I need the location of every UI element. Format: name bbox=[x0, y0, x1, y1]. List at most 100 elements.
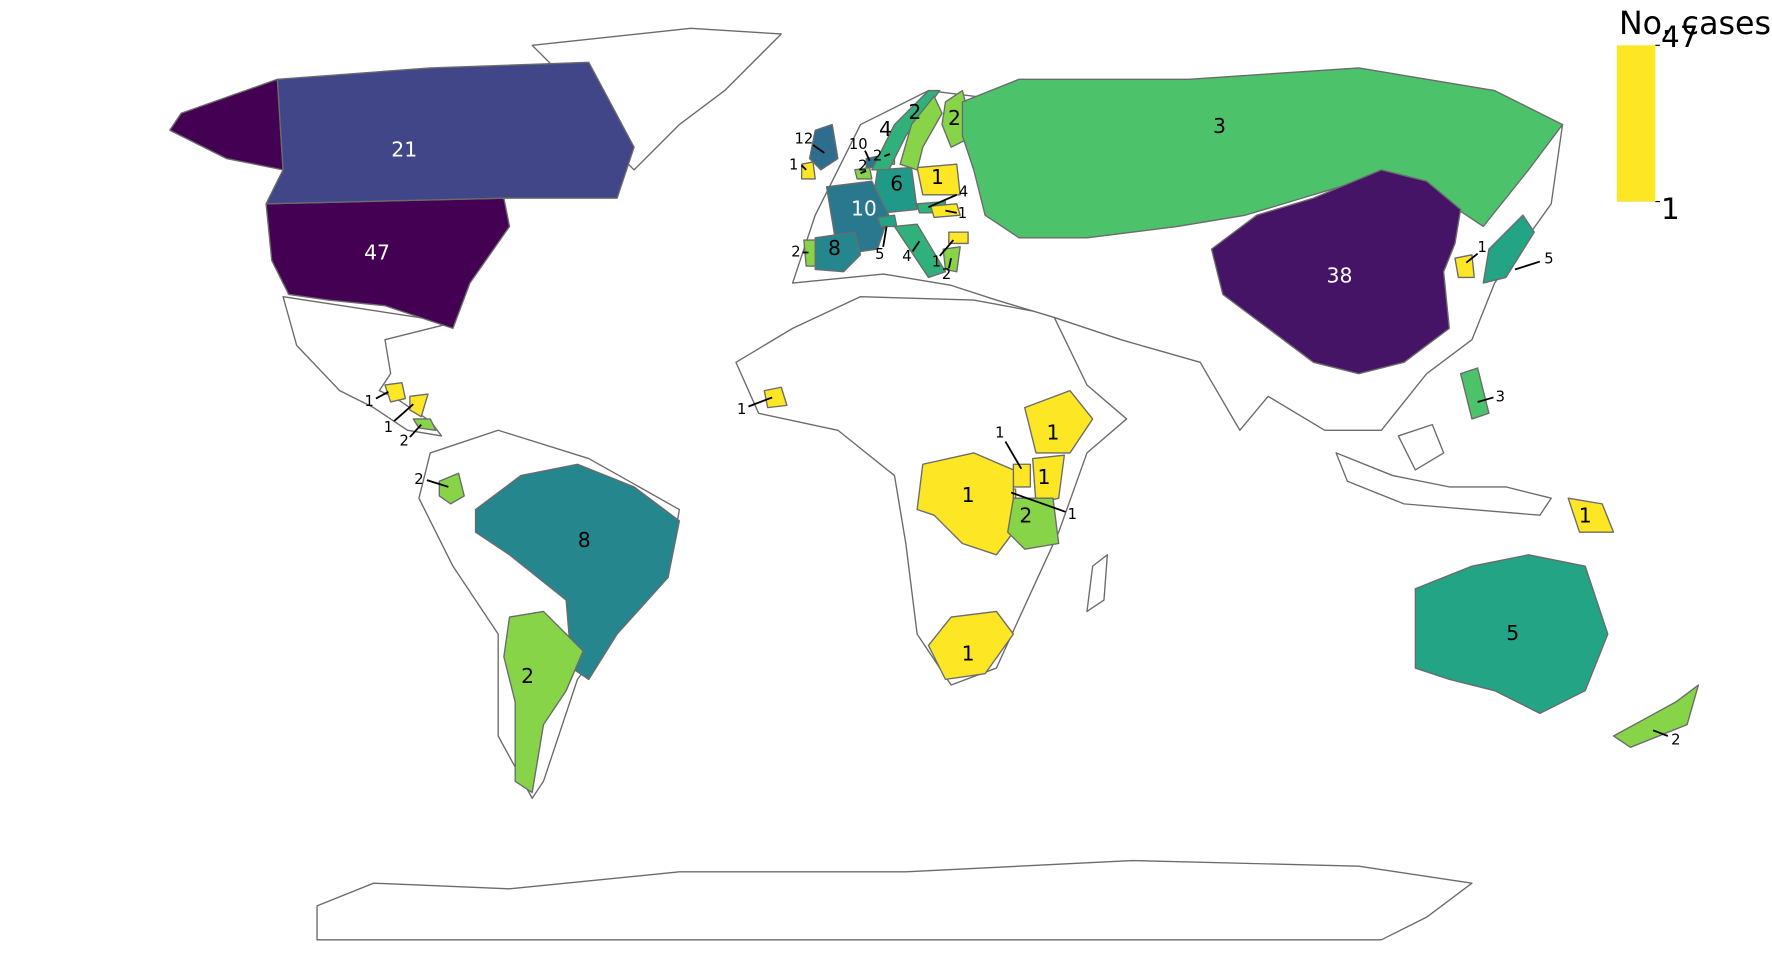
case-label: 10 bbox=[851, 196, 877, 220]
legend-colorbar bbox=[1616, 45, 1656, 202]
country bbox=[1414, 554, 1609, 715]
leader-line bbox=[1004, 441, 1023, 470]
case-label: 1 bbox=[932, 254, 941, 271]
case-label: 2 bbox=[948, 106, 961, 130]
case-label: 5 bbox=[875, 246, 884, 263]
case-label: 2 bbox=[414, 471, 423, 488]
case-label: 8 bbox=[578, 528, 591, 552]
country bbox=[916, 452, 1015, 556]
case-label: 1 bbox=[364, 393, 373, 410]
leader-line bbox=[1652, 729, 1669, 737]
regions bbox=[169, 61, 1700, 794]
country bbox=[854, 166, 873, 180]
case-label: 1 bbox=[737, 401, 746, 418]
case-label: 4 bbox=[902, 248, 911, 265]
country bbox=[503, 610, 584, 794]
country bbox=[1007, 497, 1060, 550]
case-label: 1 bbox=[995, 425, 1004, 442]
case-label: 1 bbox=[1579, 503, 1592, 527]
country bbox=[1482, 214, 1535, 284]
country bbox=[899, 95, 943, 171]
leader-line bbox=[945, 209, 957, 214]
case-label: 3 bbox=[1213, 114, 1226, 138]
case-label: 2 bbox=[521, 664, 534, 688]
leader-line bbox=[426, 479, 449, 488]
case-label: 1 bbox=[931, 165, 944, 189]
leader-line bbox=[393, 403, 414, 422]
case-label: 3 bbox=[1496, 388, 1505, 405]
case-label: 1 bbox=[1037, 465, 1050, 489]
country bbox=[474, 463, 681, 681]
country bbox=[808, 123, 839, 171]
case-label: 1 bbox=[962, 641, 975, 665]
case-label: 1 bbox=[1477, 239, 1486, 256]
country bbox=[893, 223, 947, 279]
leader-line bbox=[801, 164, 807, 171]
case-label: 10 bbox=[849, 136, 868, 153]
country bbox=[438, 472, 465, 505]
case-label: 5 bbox=[1506, 621, 1519, 645]
case-label: 12 bbox=[795, 130, 814, 147]
country bbox=[763, 386, 788, 409]
case-label: 6 bbox=[890, 172, 903, 196]
case-label: 5 bbox=[1544, 250, 1553, 267]
country bbox=[1459, 367, 1490, 420]
leader-line bbox=[1465, 252, 1479, 264]
case-label: 1 bbox=[1068, 506, 1077, 523]
case-label: 2 bbox=[908, 100, 921, 124]
leader-line bbox=[911, 240, 921, 252]
antarctica bbox=[316, 859, 1473, 941]
country bbox=[265, 61, 635, 205]
case-label: 2 bbox=[858, 157, 867, 174]
country bbox=[1210, 169, 1462, 375]
country bbox=[1024, 389, 1094, 454]
case-label: 1 bbox=[789, 156, 798, 173]
case-label: 2 bbox=[942, 266, 951, 283]
leader-line bbox=[409, 424, 422, 438]
case-label: 4 bbox=[959, 183, 968, 200]
country bbox=[384, 382, 407, 403]
legend-tick-label: 47 bbox=[1661, 20, 1698, 54]
leader-line bbox=[748, 396, 773, 408]
country bbox=[1567, 497, 1615, 533]
leader-line bbox=[882, 226, 888, 247]
country bbox=[169, 78, 511, 330]
country bbox=[803, 239, 816, 267]
leader-line bbox=[812, 144, 825, 154]
leader-line bbox=[1010, 491, 1066, 513]
case-label: 8 bbox=[828, 236, 841, 260]
leader-line bbox=[860, 170, 867, 175]
country bbox=[876, 214, 898, 228]
leader-line bbox=[864, 150, 871, 162]
country bbox=[800, 161, 816, 180]
country bbox=[916, 163, 961, 196]
leader-line bbox=[375, 390, 389, 400]
case-label: 21 bbox=[391, 138, 417, 162]
legend: No. cases 1 47 bbox=[1616, 6, 1771, 226]
case-label: 38 bbox=[1327, 263, 1353, 287]
borneo bbox=[1397, 423, 1445, 471]
case-label: 1 bbox=[384, 419, 393, 436]
country bbox=[927, 610, 1015, 681]
case-label: 1 bbox=[958, 205, 967, 222]
country bbox=[1612, 684, 1700, 748]
case-label: 4 bbox=[879, 117, 892, 141]
country bbox=[1031, 454, 1066, 505]
leader-line bbox=[1477, 396, 1494, 403]
leader-line bbox=[1514, 260, 1541, 271]
case-label: 2 bbox=[1019, 503, 1032, 527]
legend-title: No. cases bbox=[1619, 6, 1771, 42]
case-label: 1 bbox=[1047, 421, 1060, 445]
leader-line bbox=[883, 153, 891, 158]
case-label: 47 bbox=[364, 241, 390, 265]
case-label: 2 bbox=[873, 147, 882, 164]
leader-line bbox=[939, 239, 955, 257]
country bbox=[409, 393, 429, 418]
case-label: 1 bbox=[962, 483, 975, 507]
case-label: 2 bbox=[400, 433, 409, 450]
indonesia bbox=[1335, 452, 1552, 516]
legend-tick-label: 1 bbox=[1661, 192, 1680, 226]
case-label: 2 bbox=[1671, 732, 1680, 749]
